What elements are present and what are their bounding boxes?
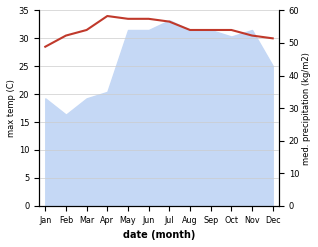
Y-axis label: med. precipitation (kg/m2): med. precipitation (kg/m2) [302,52,311,165]
Y-axis label: max temp (C): max temp (C) [7,79,16,137]
X-axis label: date (month): date (month) [123,230,195,240]
